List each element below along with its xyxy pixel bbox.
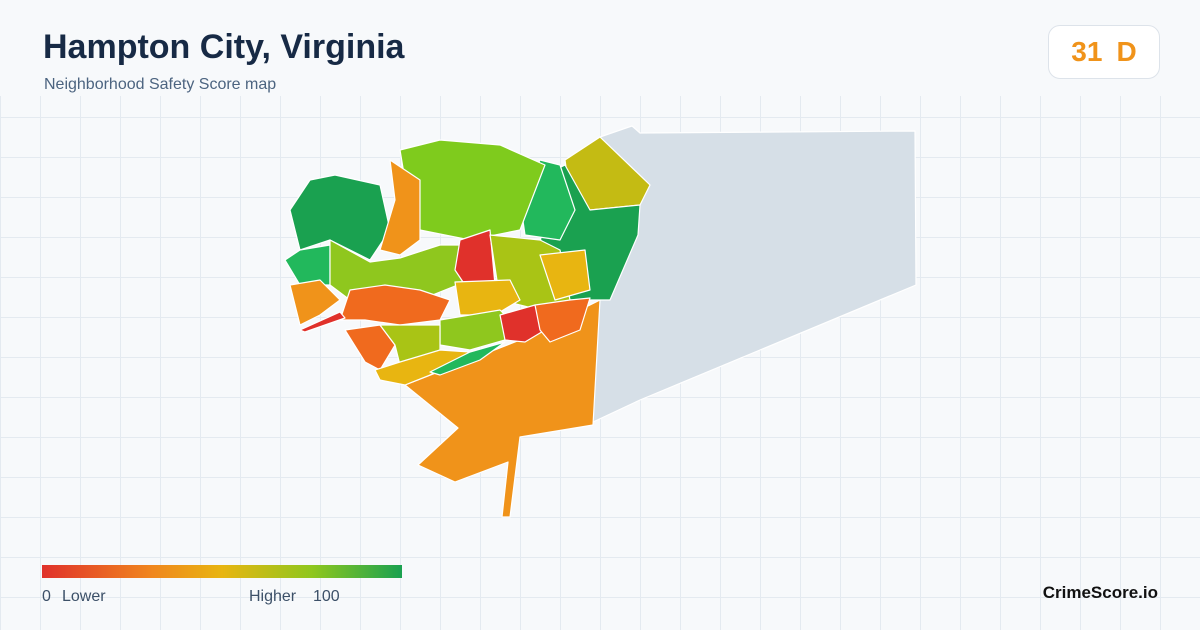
district [454, 279, 521, 316]
district [289, 279, 341, 326]
score-value: 31 [1071, 36, 1103, 67]
district [284, 244, 331, 286]
district [344, 324, 396, 371]
district [539, 249, 591, 301]
score-badge: 31 D [1048, 25, 1160, 79]
legend-max: 100 [313, 588, 340, 605]
legend-bar [42, 565, 402, 578]
title: Hampton City, Virginia [43, 28, 405, 66]
score-grade: D [1116, 36, 1137, 67]
header: Hampton City, Virginia Neighborhood Safe… [0, 0, 1200, 96]
legend-min: 0 [42, 588, 51, 605]
legend-max-label: Higher [249, 588, 297, 605]
district [534, 297, 591, 343]
legend-min-label: Lower [62, 588, 106, 605]
district [499, 304, 546, 343]
district [429, 341, 506, 376]
water-area [587, 125, 917, 423]
subtitle: Neighborhood Safety Score map [44, 76, 277, 93]
brand: CrimeScore.io [1042, 583, 1158, 602]
district [379, 159, 421, 256]
district [299, 311, 346, 333]
